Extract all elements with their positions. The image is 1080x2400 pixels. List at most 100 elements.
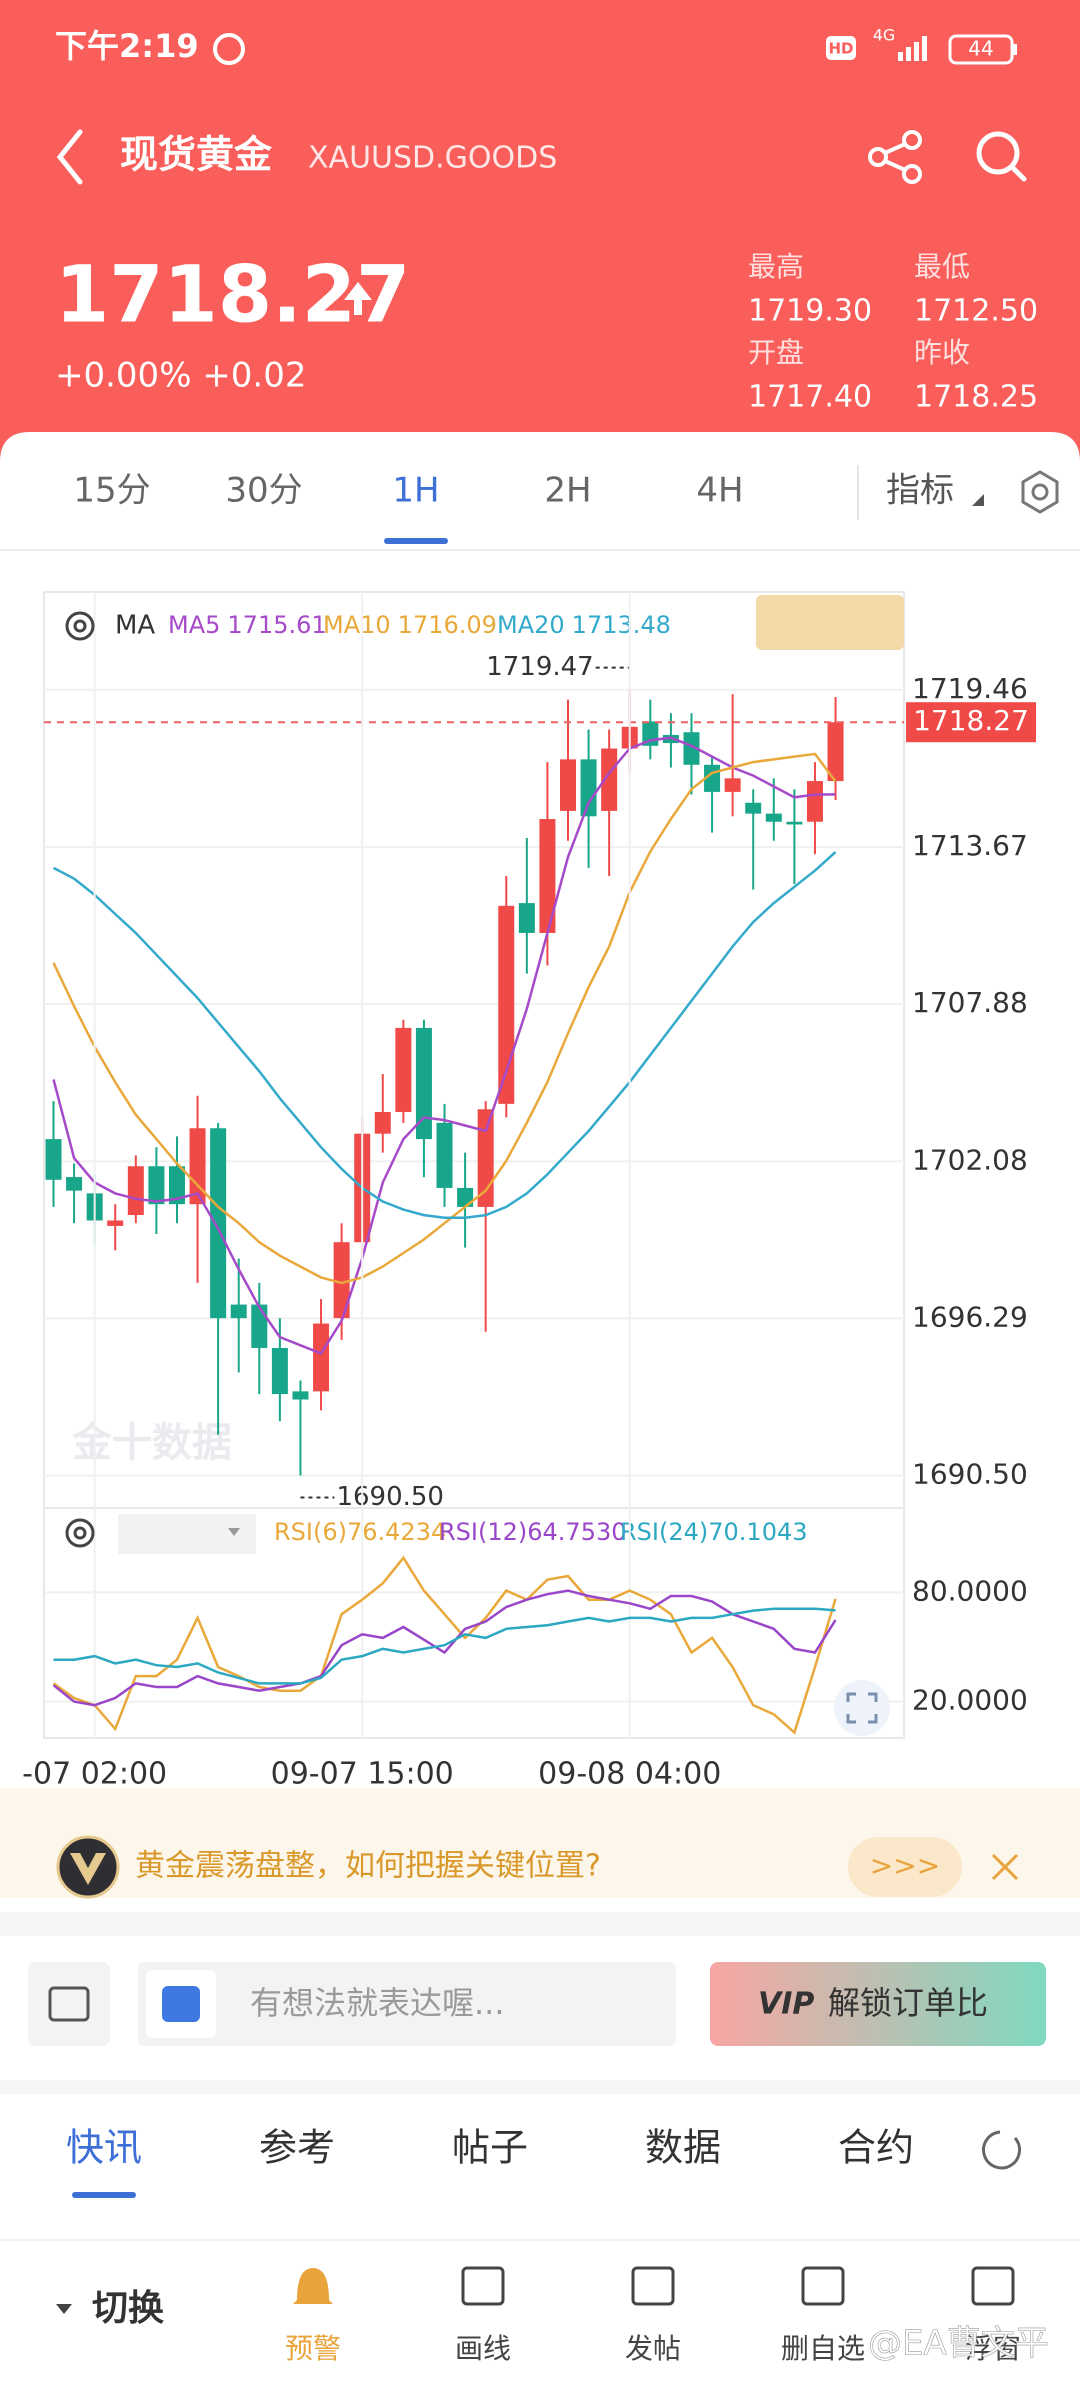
settings-button[interactable] — [1021, 470, 1059, 514]
series-line — [52, 851, 837, 1220]
candle-body — [333, 1242, 350, 1319]
period-tabs: 15分 30分 1H 2H 4H — [73, 471, 744, 544]
legend-value: 64.7530 — [527, 1518, 626, 1546]
tool-label[interactable]: 删自选 — [781, 2332, 865, 2365]
legend-entry: MA5 1715.61 — [168, 611, 327, 639]
candle-body — [230, 1304, 247, 1319]
rsi-settings[interactable] — [65, 1518, 95, 1548]
candle-body — [45, 1139, 62, 1180]
comment-input[interactable] — [138, 1962, 676, 2046]
quote-change: +0.00% +0.02 — [55, 356, 307, 396]
news-tab[interactable]: 帖子 — [452, 2126, 528, 2170]
candle-body — [107, 1220, 124, 1226]
candle-body — [168, 1166, 185, 1205]
series-line — [52, 736, 836, 1355]
order-icon-box[interactable] — [28, 1962, 110, 2046]
watermark-overlay: @EA曹文平 — [868, 2324, 1049, 2364]
y-tick-label: 1713.67 — [912, 829, 1028, 862]
fullscreen-button[interactable] — [834, 1680, 890, 1736]
tool-label[interactable]: 发帖 — [625, 2332, 681, 2365]
banner-close[interactable] — [991, 1853, 1019, 1881]
banner-more[interactable]: >>> — [870, 1849, 940, 1882]
news-tab[interactable]: 参考 — [259, 2126, 335, 2170]
high-mark-label: 1719.47 — [486, 652, 594, 682]
candle-body — [395, 1027, 412, 1112]
back-button[interactable] — [56, 129, 83, 185]
legend-entry: RSI(12)64.7530 — [439, 1518, 627, 1546]
period-tab[interactable]: 1H — [392, 471, 439, 511]
quote-stats: 最高 1719.30 最低 1712.50 开盘 1717.40 昨收 1718.25 — [748, 250, 1038, 415]
input-placeholder[interactable]: 有想法就表达喔... — [250, 1984, 505, 2022]
news-tab[interactable]: 合约 — [838, 2126, 914, 2170]
candle-body — [210, 1128, 227, 1319]
news-tabs: 快讯 参考 帖子 数据 合约 — [66, 2126, 914, 2198]
legend-name: MA5 — [168, 611, 220, 639]
legend-value: 70.1043 — [708, 1518, 807, 1546]
chart-frame — [43, 591, 905, 1739]
period-tab[interactable]: 4H — [696, 471, 743, 511]
status-time: 下午2:19 — [55, 27, 199, 65]
stat-label: 最高 — [748, 250, 804, 283]
stat-value: 1718.25 — [914, 380, 1038, 415]
input-badge-mark — [162, 1986, 200, 2022]
banner-text[interactable]: 黄金震荡盘整，如何把握关键位置? — [135, 1849, 601, 1884]
series-line — [52, 752, 837, 1285]
status-net: 4G — [873, 26, 896, 45]
legend-name: RSI(24) — [620, 1518, 708, 1546]
stat-label: 开盘 — [748, 336, 804, 369]
y-tick-label: 20.0000 — [912, 1684, 1028, 1717]
period-tab-underline — [384, 538, 448, 544]
share-button[interactable] — [868, 130, 922, 184]
candle-body — [415, 1027, 432, 1140]
battery-icon — [948, 34, 1014, 65]
battery-tip — [1013, 44, 1017, 55]
refresh-button[interactable] — [982, 2130, 1022, 2170]
legend-entry: MA10 1716.09 — [323, 611, 497, 639]
indicator-caret — [972, 494, 984, 506]
banner-more-bg[interactable] — [848, 1837, 962, 1897]
vip-button[interactable] — [710, 1962, 1046, 2046]
period-tab[interactable]: 15分 — [73, 471, 150, 511]
legend-name: RSI(6) — [274, 1518, 347, 1546]
candle-body — [827, 722, 844, 782]
ma-settings[interactable] — [65, 611, 95, 641]
indicator-name: MA — [115, 611, 155, 641]
indicator-button[interactable]: 指标 — [886, 471, 954, 511]
charts: 1719.46 1713.67 1707.88 1702.08 1696.29 1690.… — [22, 592, 1036, 1792]
order-button-bg[interactable] — [756, 595, 904, 650]
stat-label: 昨收 — [914, 336, 970, 369]
candle-body — [457, 1187, 474, 1207]
tool-label[interactable]: 浮窗 — [965, 2332, 1021, 2365]
x-tick-label: 09-08 04:00 — [538, 1757, 721, 1792]
content-card — [0, 432, 1080, 2400]
low-mark-label: 1690.50 — [336, 1482, 444, 1512]
news-tab-underline — [72, 2192, 136, 2198]
banner-logo-mark — [70, 1853, 106, 1885]
switch-button[interactable]: 切换 — [92, 2288, 164, 2329]
period-tab[interactable]: 30分 — [225, 471, 302, 511]
hd-badge — [826, 36, 856, 60]
news-tab[interactable]: 快讯 — [66, 2126, 142, 2170]
tool-icon — [801, 2266, 845, 2306]
news-tab[interactable]: 数据 — [645, 2126, 721, 2170]
order-icon — [48, 1986, 90, 2022]
nav-symbol: XAUUSD.GOODS — [308, 141, 557, 176]
tool-label[interactable]: 预警 — [285, 2332, 341, 2365]
series-line — [52, 1589, 837, 1707]
candle-body — [251, 1304, 268, 1348]
tool-label[interactable]: 画线 — [455, 2332, 511, 2365]
stat-value: 1719.30 — [748, 294, 872, 329]
alarm-icon — [213, 33, 245, 65]
legend-name: RSI(12) — [439, 1518, 527, 1546]
candle-body — [518, 903, 535, 933]
tool-icon — [293, 2268, 333, 2304]
vip-button-label[interactable]: 解锁订单比 — [828, 1984, 988, 2022]
legend-value: 1715.61 — [227, 611, 326, 639]
toolbar: 预警 画线 发帖 删自选 浮窗 — [285, 2266, 1021, 2365]
period-tab[interactable]: 2H — [544, 471, 591, 511]
status-hd: HD — [828, 40, 853, 58]
y-tick-label: 1690.50 — [912, 1457, 1028, 1490]
search-button[interactable] — [976, 131, 1027, 182]
tool-icon — [461, 2266, 505, 2306]
